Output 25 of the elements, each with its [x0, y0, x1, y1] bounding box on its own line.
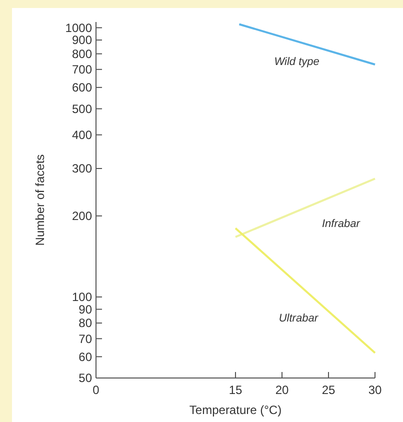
series-label: Wild type: [274, 56, 320, 68]
y-tick-label: 1000: [65, 20, 92, 35]
x-tick-label: 15: [228, 383, 242, 397]
y-tick-label: 50: [78, 371, 92, 386]
y-tick-label: 400: [72, 128, 92, 142]
x-tick-label: 30: [368, 383, 382, 397]
y-tick-label: 100: [72, 290, 92, 304]
series-label: Infrabar: [322, 218, 362, 230]
y-axis-title: Number of facets: [33, 154, 47, 246]
y-tick-label: 600: [72, 80, 92, 95]
y-tick-label: 90: [78, 302, 92, 316]
y-tick-label: 500: [72, 102, 92, 116]
x-tick-label: 25: [322, 383, 336, 397]
y-tick-label: 900: [72, 33, 92, 48]
x-tick-label: 20: [275, 383, 289, 397]
x-axis-title: Temperature (°C): [189, 403, 282, 417]
y-tick-label: 200: [72, 209, 92, 224]
x-tick-label: 0: [92, 383, 100, 397]
y-tick-label: 60: [78, 350, 92, 364]
y-tick-label: 300: [72, 162, 92, 176]
y-tick-label: 700: [72, 62, 92, 77]
y-tick-label: 80: [78, 316, 92, 330]
series-label: Ultrabar: [278, 312, 320, 324]
y-tick-label: 800: [72, 47, 92, 61]
y-tick-label: 70: [78, 332, 92, 346]
